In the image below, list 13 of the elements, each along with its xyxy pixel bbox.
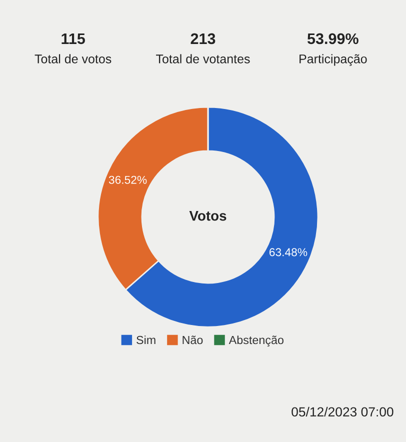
text: 115 — [62, 33, 85, 44]
data-label: 36.52% — [108, 176, 147, 184]
data-label: 63.48% — [269, 248, 308, 256]
text: Participação — [300, 54, 367, 66]
text: 05/12/2023 07:00 — [292, 406, 394, 417]
text: Total de votos — [34, 54, 112, 64]
text: Votos — [189, 211, 226, 221]
text: 213 — [190, 33, 216, 44]
legend-label: Abstenção — [228, 336, 284, 346]
legend-label: Sim — [136, 336, 156, 344]
text: 53.99% — [307, 33, 358, 44]
text: Total de votantes — [156, 54, 250, 64]
legend-label: Não — [182, 336, 203, 344]
